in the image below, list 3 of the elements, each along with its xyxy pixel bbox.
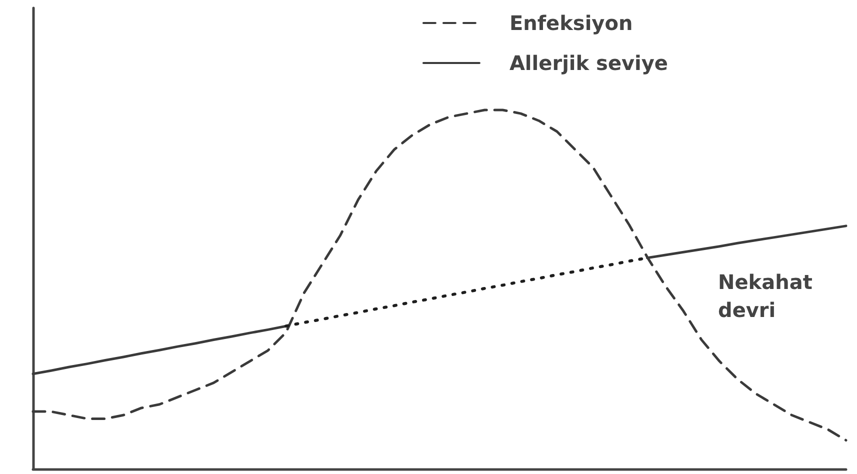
legend-label: Allerjik seviye [509,51,668,75]
legend-label: Enfeksiyon [509,11,633,35]
annotation: Nekahat devri [718,270,813,322]
